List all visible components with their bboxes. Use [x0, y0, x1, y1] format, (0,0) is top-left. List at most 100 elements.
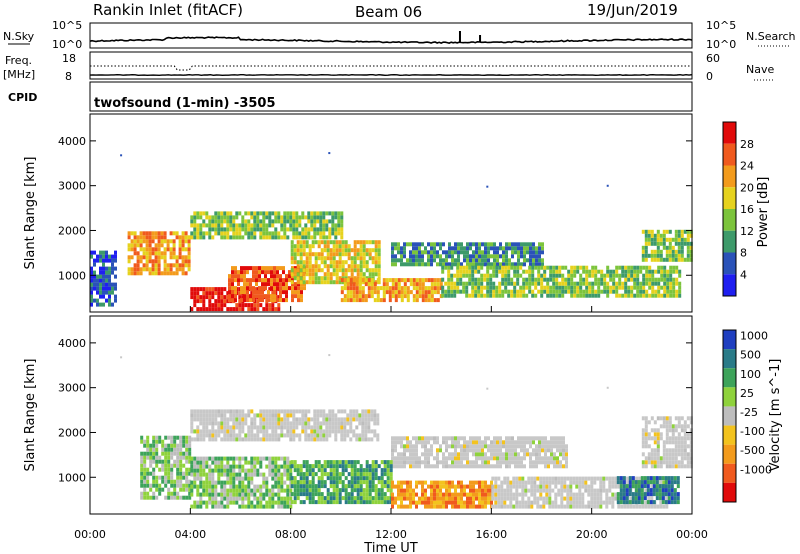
heat-cell — [641, 460, 645, 465]
heat-cell — [172, 263, 176, 268]
heat-cell — [371, 272, 375, 277]
heat-cell — [386, 496, 390, 501]
heat-cell — [148, 259, 152, 264]
heat-cell — [308, 280, 312, 285]
heat-cell — [282, 270, 285, 275]
heat-cell — [295, 211, 299, 216]
heat-cell — [205, 500, 209, 505]
heat-cell — [539, 484, 543, 489]
heat-cell — [143, 451, 147, 456]
heat-cell — [445, 464, 448, 469]
freq-unit: [MHz] — [3, 68, 35, 81]
heat-cell — [329, 272, 333, 277]
heat-cell — [163, 235, 167, 240]
heat-cell — [173, 435, 177, 440]
heat-cell — [529, 436, 532, 441]
heat-cell — [558, 285, 562, 290]
heat-cell — [220, 231, 224, 236]
heat-cell — [433, 464, 436, 469]
heat-cell — [367, 425, 371, 430]
heat-cell — [102, 282, 105, 287]
heat-cell — [190, 456, 194, 461]
heat-cell — [241, 303, 245, 308]
heat-cell — [415, 500, 418, 505]
heat-cell — [247, 472, 251, 477]
heat-cell — [356, 268, 360, 273]
heat-cell — [475, 262, 478, 267]
heat-cell — [487, 500, 490, 505]
heat-cell — [154, 267, 158, 272]
heat-cell — [539, 480, 543, 485]
heat-cell — [217, 492, 221, 497]
heat-cell — [668, 424, 672, 429]
heat-cell — [672, 285, 676, 290]
heat-cell — [584, 504, 588, 509]
heat-cell — [371, 472, 375, 477]
heat-cell — [478, 500, 481, 505]
heat-cell — [509, 504, 513, 509]
heat-cell — [167, 491, 171, 496]
heat-cell — [166, 263, 170, 268]
heat-cell — [329, 260, 333, 265]
heat-cell — [341, 280, 345, 285]
y-tick-label: 3000 — [58, 382, 86, 395]
heat-cell — [504, 265, 508, 270]
heat-cell — [529, 444, 532, 449]
heat-cell — [457, 496, 460, 501]
heat-cell — [545, 488, 549, 493]
heat-cell — [244, 227, 248, 232]
heat-cell — [323, 280, 327, 285]
heat-cell — [271, 219, 275, 224]
heat-cell — [409, 464, 412, 469]
heat-cell — [508, 444, 511, 449]
heat-cell — [340, 417, 344, 422]
heat-cell — [525, 285, 529, 290]
heat-cell — [211, 433, 215, 438]
heat-cell — [265, 413, 269, 418]
heat-cell — [282, 282, 285, 287]
heat-cell — [492, 273, 496, 278]
heat-cell — [359, 492, 363, 497]
heat-cell — [249, 282, 252, 287]
heat-cell — [670, 496, 674, 501]
heat-cell — [584, 480, 588, 485]
heat-cell — [645, 281, 649, 286]
heat-cell — [640, 476, 644, 481]
heat-cell — [454, 452, 457, 457]
heat-cell — [319, 227, 323, 232]
heat-cell — [308, 260, 312, 265]
heat-cell — [415, 452, 418, 457]
heat-cell — [371, 460, 375, 465]
heat-cell — [499, 254, 502, 259]
heat-cell — [286, 409, 290, 414]
heat-cell — [311, 240, 315, 245]
heat-cell — [274, 437, 278, 442]
heat-cell — [133, 271, 137, 276]
heat-cell — [406, 456, 409, 461]
heat-cell — [161, 451, 165, 456]
heat-cell — [217, 223, 221, 228]
heat-cell — [277, 409, 281, 414]
heat-cell — [196, 227, 200, 232]
heat-cell — [329, 276, 333, 281]
heat-cell — [528, 269, 532, 274]
heat-cell — [593, 480, 597, 485]
heat-cell — [173, 483, 177, 488]
heat-cell — [226, 421, 230, 426]
heat-cell — [565, 448, 568, 453]
heat-cell — [294, 266, 297, 271]
heat-cell — [238, 417, 242, 422]
heat-cell — [289, 437, 293, 442]
heat-cell — [211, 500, 215, 505]
heat-cell — [193, 299, 197, 304]
heat-cell — [185, 451, 189, 456]
heat-cell — [190, 223, 194, 228]
heat-cell — [430, 246, 433, 251]
heat-cell — [374, 248, 378, 253]
heat-cell — [555, 273, 559, 278]
heat-cell — [258, 290, 261, 295]
heat-cell — [208, 468, 212, 473]
heat-cell — [93, 286, 96, 291]
heat-cell — [274, 417, 278, 422]
heat-cell — [484, 440, 487, 445]
